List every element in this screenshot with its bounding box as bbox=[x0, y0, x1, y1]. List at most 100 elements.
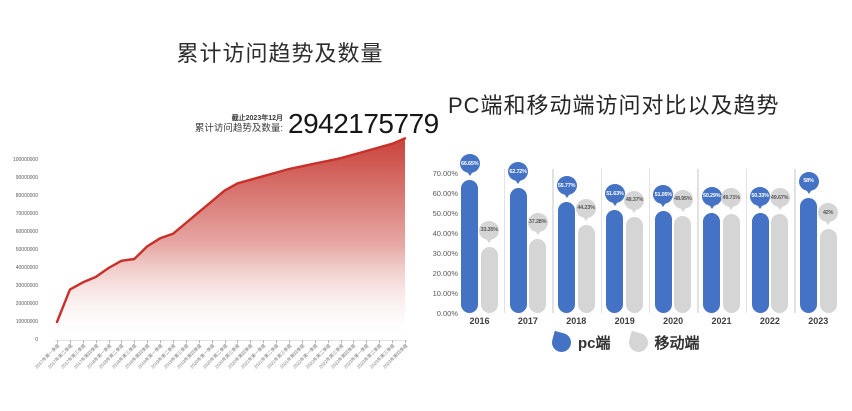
bar-pc端-2016 bbox=[461, 180, 479, 313]
left-y-tick-label: 40000000 bbox=[15, 265, 38, 271]
left-x-tick-mark bbox=[160, 340, 162, 343]
left-x-tick-mark bbox=[379, 340, 381, 343]
label-bubble-pc端-2022: 50.33% bbox=[750, 186, 771, 206]
left-x-tick-mark bbox=[69, 340, 71, 343]
left-x-tick-mark bbox=[173, 340, 174, 343]
right-y-tick-label: 0.00% bbox=[436, 308, 458, 318]
bar-移动端-2017 bbox=[529, 238, 547, 313]
legend-marker-移动端 bbox=[626, 330, 650, 355]
legend-label: pc端 bbox=[578, 335, 611, 352]
left-x-tick-mark bbox=[108, 340, 110, 343]
group-separator bbox=[552, 169, 554, 313]
left-x-tick-mark bbox=[327, 340, 329, 343]
bar-pc端-2023 bbox=[800, 197, 818, 313]
label-bubble-移动端-2018: 44.23% bbox=[576, 198, 597, 218]
bar-移动端-2016 bbox=[480, 246, 498, 313]
left-x-tick-mark bbox=[289, 340, 290, 343]
x-category-label: 2019 bbox=[614, 316, 635, 326]
left-x-axis-line bbox=[55, 340, 407, 341]
x-category-label: 2020 bbox=[663, 316, 684, 326]
bar-移动端-2018 bbox=[577, 224, 595, 313]
left-y-tick-label: 10000000 bbox=[15, 319, 38, 325]
x-category-label: 2018 bbox=[566, 316, 587, 326]
bar-移动端-2020 bbox=[674, 215, 692, 313]
bar-pc端-2017 bbox=[509, 188, 527, 313]
area-fill bbox=[57, 138, 405, 340]
legend-marker-pc端 bbox=[549, 330, 574, 355]
legend-label: 移动端 bbox=[654, 335, 700, 352]
right-y-tick-label: 20.00% bbox=[432, 268, 458, 278]
label-bubble-pc端-2016: 66.65% bbox=[459, 154, 480, 174]
x-category-label: 2017 bbox=[517, 316, 538, 326]
left-x-tick-mark bbox=[301, 340, 303, 343]
left-y-tick-label: 20000000 bbox=[15, 301, 38, 307]
left-x-tick-mark bbox=[211, 340, 213, 343]
label-bubble-移动端-2023: 42% bbox=[818, 203, 839, 223]
left-x-tick-mark bbox=[340, 340, 342, 343]
label-bubble-移动端-2017: 37.28% bbox=[527, 212, 548, 232]
right-chart-title: PC端和移动端访问对比以及趋势 bbox=[448, 93, 780, 118]
group-separator bbox=[600, 169, 602, 313]
group-separator bbox=[745, 169, 748, 313]
bar-pc端-2021 bbox=[703, 212, 721, 313]
group-separator bbox=[794, 169, 796, 313]
label-bubble-移动端-2016: 33.35% bbox=[479, 220, 500, 240]
label-bubble-pc端-2019: 51.63% bbox=[604, 184, 625, 204]
left-x-tick-mark bbox=[198, 340, 200, 343]
left-x-tick-mark bbox=[147, 340, 149, 343]
left-x-tick-mark bbox=[314, 340, 316, 343]
label-bubble-移动端-2020: 48.95% bbox=[672, 189, 693, 209]
left-y-tick-label: 30000000 bbox=[15, 283, 38, 289]
x-category-label: 2022 bbox=[759, 316, 780, 326]
left-x-tick-mark bbox=[134, 340, 136, 343]
left-x-tick-mark bbox=[276, 340, 278, 343]
bar-pc端-2020 bbox=[654, 211, 672, 313]
left-x-tick-mark bbox=[57, 340, 58, 343]
label-bubble-pc端-2020: 51.05% bbox=[653, 185, 674, 205]
left-x-tick-mark bbox=[250, 340, 252, 343]
right-y-tick-label: 30.00% bbox=[432, 248, 458, 258]
right-y-tick-label: 50.00% bbox=[432, 209, 458, 218]
bar-移动端-2022 bbox=[771, 214, 789, 313]
x-category-label: 2016 bbox=[469, 316, 490, 326]
label-bubble-移动端-2021: 49.71% bbox=[721, 188, 742, 208]
left-x-tick-mark bbox=[263, 340, 265, 343]
left-y-tick-label: 80000000 bbox=[15, 193, 38, 199]
left-x-tick-mark bbox=[185, 340, 187, 343]
x-category-label: 2023 bbox=[808, 316, 829, 326]
area-chart-plot bbox=[55, 137, 407, 340]
left-x-tick-mark bbox=[121, 340, 123, 343]
left-y-tick-label: 50000000 bbox=[15, 247, 38, 253]
bar-pc端-2022 bbox=[751, 212, 769, 313]
group-separator bbox=[503, 169, 506, 313]
left-x-tick-mark bbox=[237, 340, 239, 343]
chart-legend: pc端 移动端 bbox=[549, 330, 700, 355]
left-x-tick-mark bbox=[353, 340, 355, 343]
bar-移动端-2023 bbox=[819, 229, 837, 313]
left-y-tick-label: 60000000 bbox=[15, 229, 38, 235]
left-chart-title: 累计访问趋势及数量 bbox=[176, 41, 384, 66]
stat-block: 截止2023年12月 累计访问趋势及数量: bbox=[120, 114, 283, 135]
stat-date-note: 截止2023年12月 bbox=[231, 115, 283, 122]
area-line bbox=[55, 137, 407, 324]
bar-pc端-2018 bbox=[558, 202, 576, 313]
left-y-tick-label: 0 bbox=[35, 337, 38, 343]
label-bubble-pc端-2017: 62.72% bbox=[508, 162, 529, 182]
bar-移动端-2021 bbox=[722, 214, 740, 313]
left-x-tick-mark bbox=[366, 340, 368, 343]
left-y-tick-label: 100000000 bbox=[12, 157, 38, 163]
left-x-tick-mark bbox=[95, 340, 97, 343]
group-separator bbox=[648, 169, 651, 313]
left-y-tick-label: 90000000 bbox=[15, 175, 38, 181]
left-x-tick-mark bbox=[392, 340, 394, 343]
stat-label: 累计访问趋势及数量: bbox=[194, 123, 283, 134]
label-bubble-移动端-2022: 49.67% bbox=[769, 188, 790, 208]
group-separator bbox=[697, 169, 699, 313]
right-y-tick-label: 40.00% bbox=[432, 228, 458, 238]
right-y-tick-label: 60.00% bbox=[432, 189, 458, 199]
stat-total-value: 2942175779 bbox=[288, 108, 439, 139]
bar-移动端-2019 bbox=[625, 216, 643, 313]
label-bubble-pc端-2018: 55.77% bbox=[556, 176, 577, 196]
label-bubble-pc端-2023: 58% bbox=[798, 171, 819, 191]
